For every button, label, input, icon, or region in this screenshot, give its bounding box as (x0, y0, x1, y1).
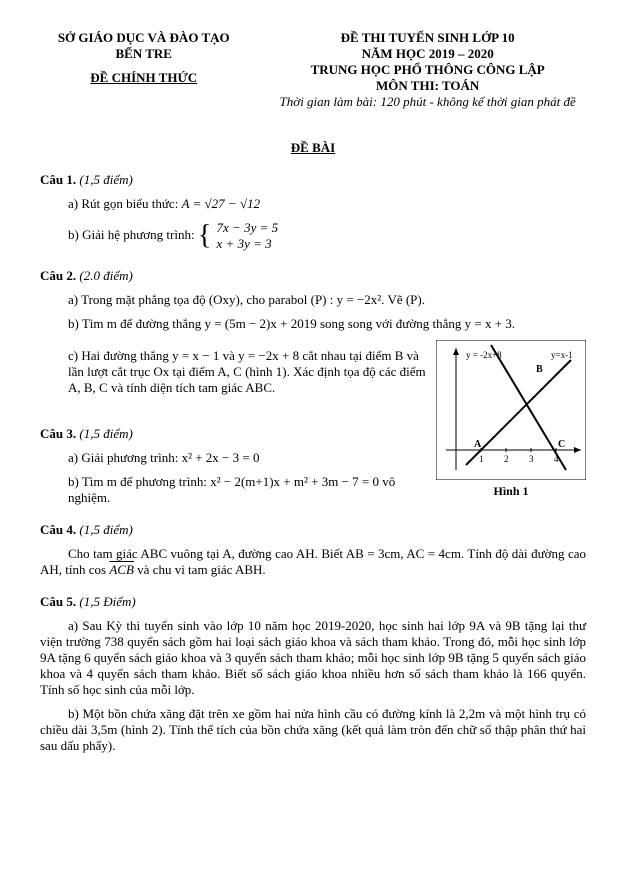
dept: SỞ GIÁO DỤC VÀ ĐÀO TẠO (40, 30, 247, 46)
svg-text:3: 3 (529, 454, 534, 464)
q3-pts: (1,5 điểm) (79, 426, 132, 441)
question-1: Câu 1. (1,5 điểm) a) Rút gọn biểu thức: … (40, 172, 586, 252)
q4-head: Câu 4. (40, 522, 76, 537)
header: SỞ GIÁO DỤC VÀ ĐÀO TẠO BẾN TRE ĐỀ CHÍNH … (40, 30, 586, 110)
figure-1-caption: Hình 1 (436, 484, 586, 499)
exam-title: ĐỀ THI TUYỂN SINH LỚP 10 (269, 30, 586, 46)
question-3: Câu 3. (1,5 điểm) a) Giải phương trình: … (40, 426, 426, 506)
q3-head: Câu 3. (40, 426, 76, 441)
header-left: SỞ GIÁO DỤC VÀ ĐÀO TẠO BẾN TRE ĐỀ CHÍNH … (40, 30, 247, 110)
q3-a: a) Giải phương trình: x² + 2x − 3 = 0 (68, 450, 426, 466)
q4-text2: và chu vi tam giác ABH. (137, 562, 266, 577)
svg-text:B: B (536, 364, 543, 375)
q1-system: 7x − 3y = 5 x + 3y = 3 (217, 220, 279, 251)
exam-school: TRUNG HỌC PHỔ THÔNG CÔNG LẬP (269, 62, 586, 78)
q1-b-eq1: 7x − 3y = 5 (217, 220, 279, 236)
figure-1: 1 2 3 4 A B C y = -2x+8 y=x-1 Hình 1 (436, 340, 586, 499)
q2-b: b) Tìm m để đường thẳng y = (5m − 2)x + … (68, 316, 586, 332)
q2-head: Câu 2. (40, 268, 76, 283)
q1-b-eq2: x + 3y = 3 (217, 236, 279, 252)
q4-pts: (1,5 điểm) (79, 522, 132, 537)
q2-a: a) Trong mặt phẳng tọa độ (Oxy), cho par… (68, 292, 586, 308)
fig1-line1-label: y = -2x+8 (466, 350, 502, 360)
fig1-line2-label: y=x-1 (551, 350, 573, 360)
q1-a-label: a) Rút gọn biểu thức: (68, 196, 178, 211)
figure-1-svg: 1 2 3 4 A B C y = -2x+8 y=x-1 (436, 340, 586, 480)
q1-b: b) Giải hệ phương trình: { 7x − 3y = 5 x… (68, 220, 586, 252)
q5-a: a) Sau Kỳ thi tuyển sinh vào lớp 10 năm … (40, 618, 586, 698)
q4-text: Cho tam giác ABC vuông tại A, đường cao … (40, 546, 586, 578)
exam-year: NĂM HỌC 2019 – 2020 (269, 46, 586, 62)
question-4: Câu 4. (1,5 điểm) Cho tam giác ABC vuông… (40, 522, 586, 578)
q1-b-label: b) Giải hệ phương trình: (68, 227, 195, 242)
q2-pts: (2.0 điểm) (79, 268, 132, 283)
svg-text:C: C (558, 439, 565, 450)
svg-text:2: 2 (504, 454, 509, 464)
q5-pts: (1,5 Điểm) (79, 594, 135, 609)
q3-b: b) Tìm m để phương trình: x² − 2(m+1)x +… (68, 474, 426, 506)
question-5: Câu 5. (1,5 Điểm) a) Sau Kỳ thi tuyển si… (40, 594, 586, 754)
q2-c-text: c) Hai đường thẳng y = x − 1 và y = −2x … (40, 340, 426, 506)
q1-head: Câu 1. (40, 172, 76, 187)
province: BẾN TRE (40, 46, 247, 62)
question-2: Câu 2. (2.0 điểm) a) Trong mặt phẳng tọa… (40, 268, 586, 506)
q1-a: a) Rút gọn biểu thức: A = √27 − √12 (68, 196, 586, 212)
q5-head: Câu 5. (40, 594, 76, 609)
q5-b: b) Một bồn chứa xăng đặt trên xe gồm hai… (40, 706, 586, 754)
brace-icon: { (198, 220, 211, 252)
exam-time: Thời gian làm bài: 120 phút - không kể t… (269, 94, 586, 110)
q1-pts: (1,5 điểm) (79, 172, 132, 187)
page-heading: ĐỀ BÀI (40, 140, 586, 156)
q2-c: c) Hai đường thẳng y = x − 1 và y = −2x … (68, 348, 426, 396)
svg-text:1: 1 (479, 454, 484, 464)
official: ĐỀ CHÍNH THỨC (40, 70, 247, 86)
q1-a-expr: A = √27 − √12 (182, 196, 261, 211)
exam-subject: MÔN THI: TOÁN (269, 78, 586, 94)
header-right: ĐỀ THI TUYỂN SINH LỚP 10 NĂM HỌC 2019 – … (269, 30, 586, 110)
q4-arc: ACB (109, 562, 134, 577)
svg-text:A: A (474, 439, 482, 450)
